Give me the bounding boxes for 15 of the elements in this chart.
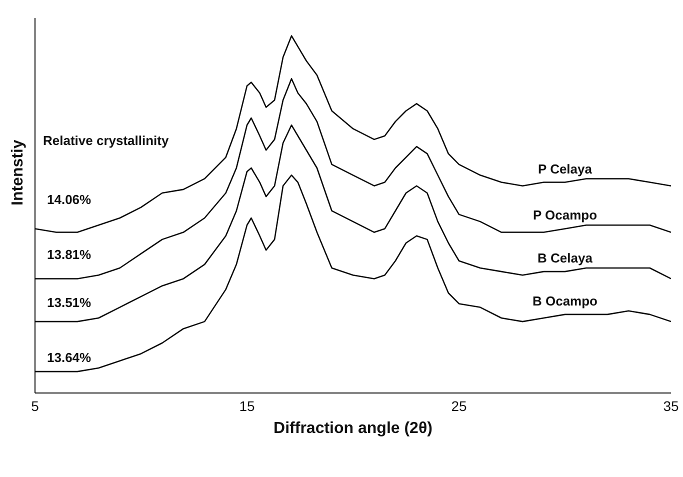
series-label: B Celaya (538, 250, 594, 266)
x-tick-label: 5 (31, 398, 40, 414)
annotation: 13.64% (47, 350, 92, 365)
x-tick-label: 15 (239, 398, 255, 414)
annotation: 13.51% (47, 294, 92, 310)
x-axis-title: Diffraction angle (2θ) (274, 420, 432, 437)
annotation: 14.06% (47, 192, 92, 207)
y-axis-title: Intenstiy (10, 140, 27, 206)
annotation: Relative crystallinity (43, 132, 169, 148)
annotation: 13.81% (47, 247, 92, 262)
x-tick-label: 25 (451, 398, 467, 414)
series-label: P Ocampo (532, 208, 598, 223)
series-label: B Ocampo (532, 293, 598, 308)
series-label: P Celaya (538, 161, 593, 176)
x-tick-label: 35 (663, 398, 679, 414)
